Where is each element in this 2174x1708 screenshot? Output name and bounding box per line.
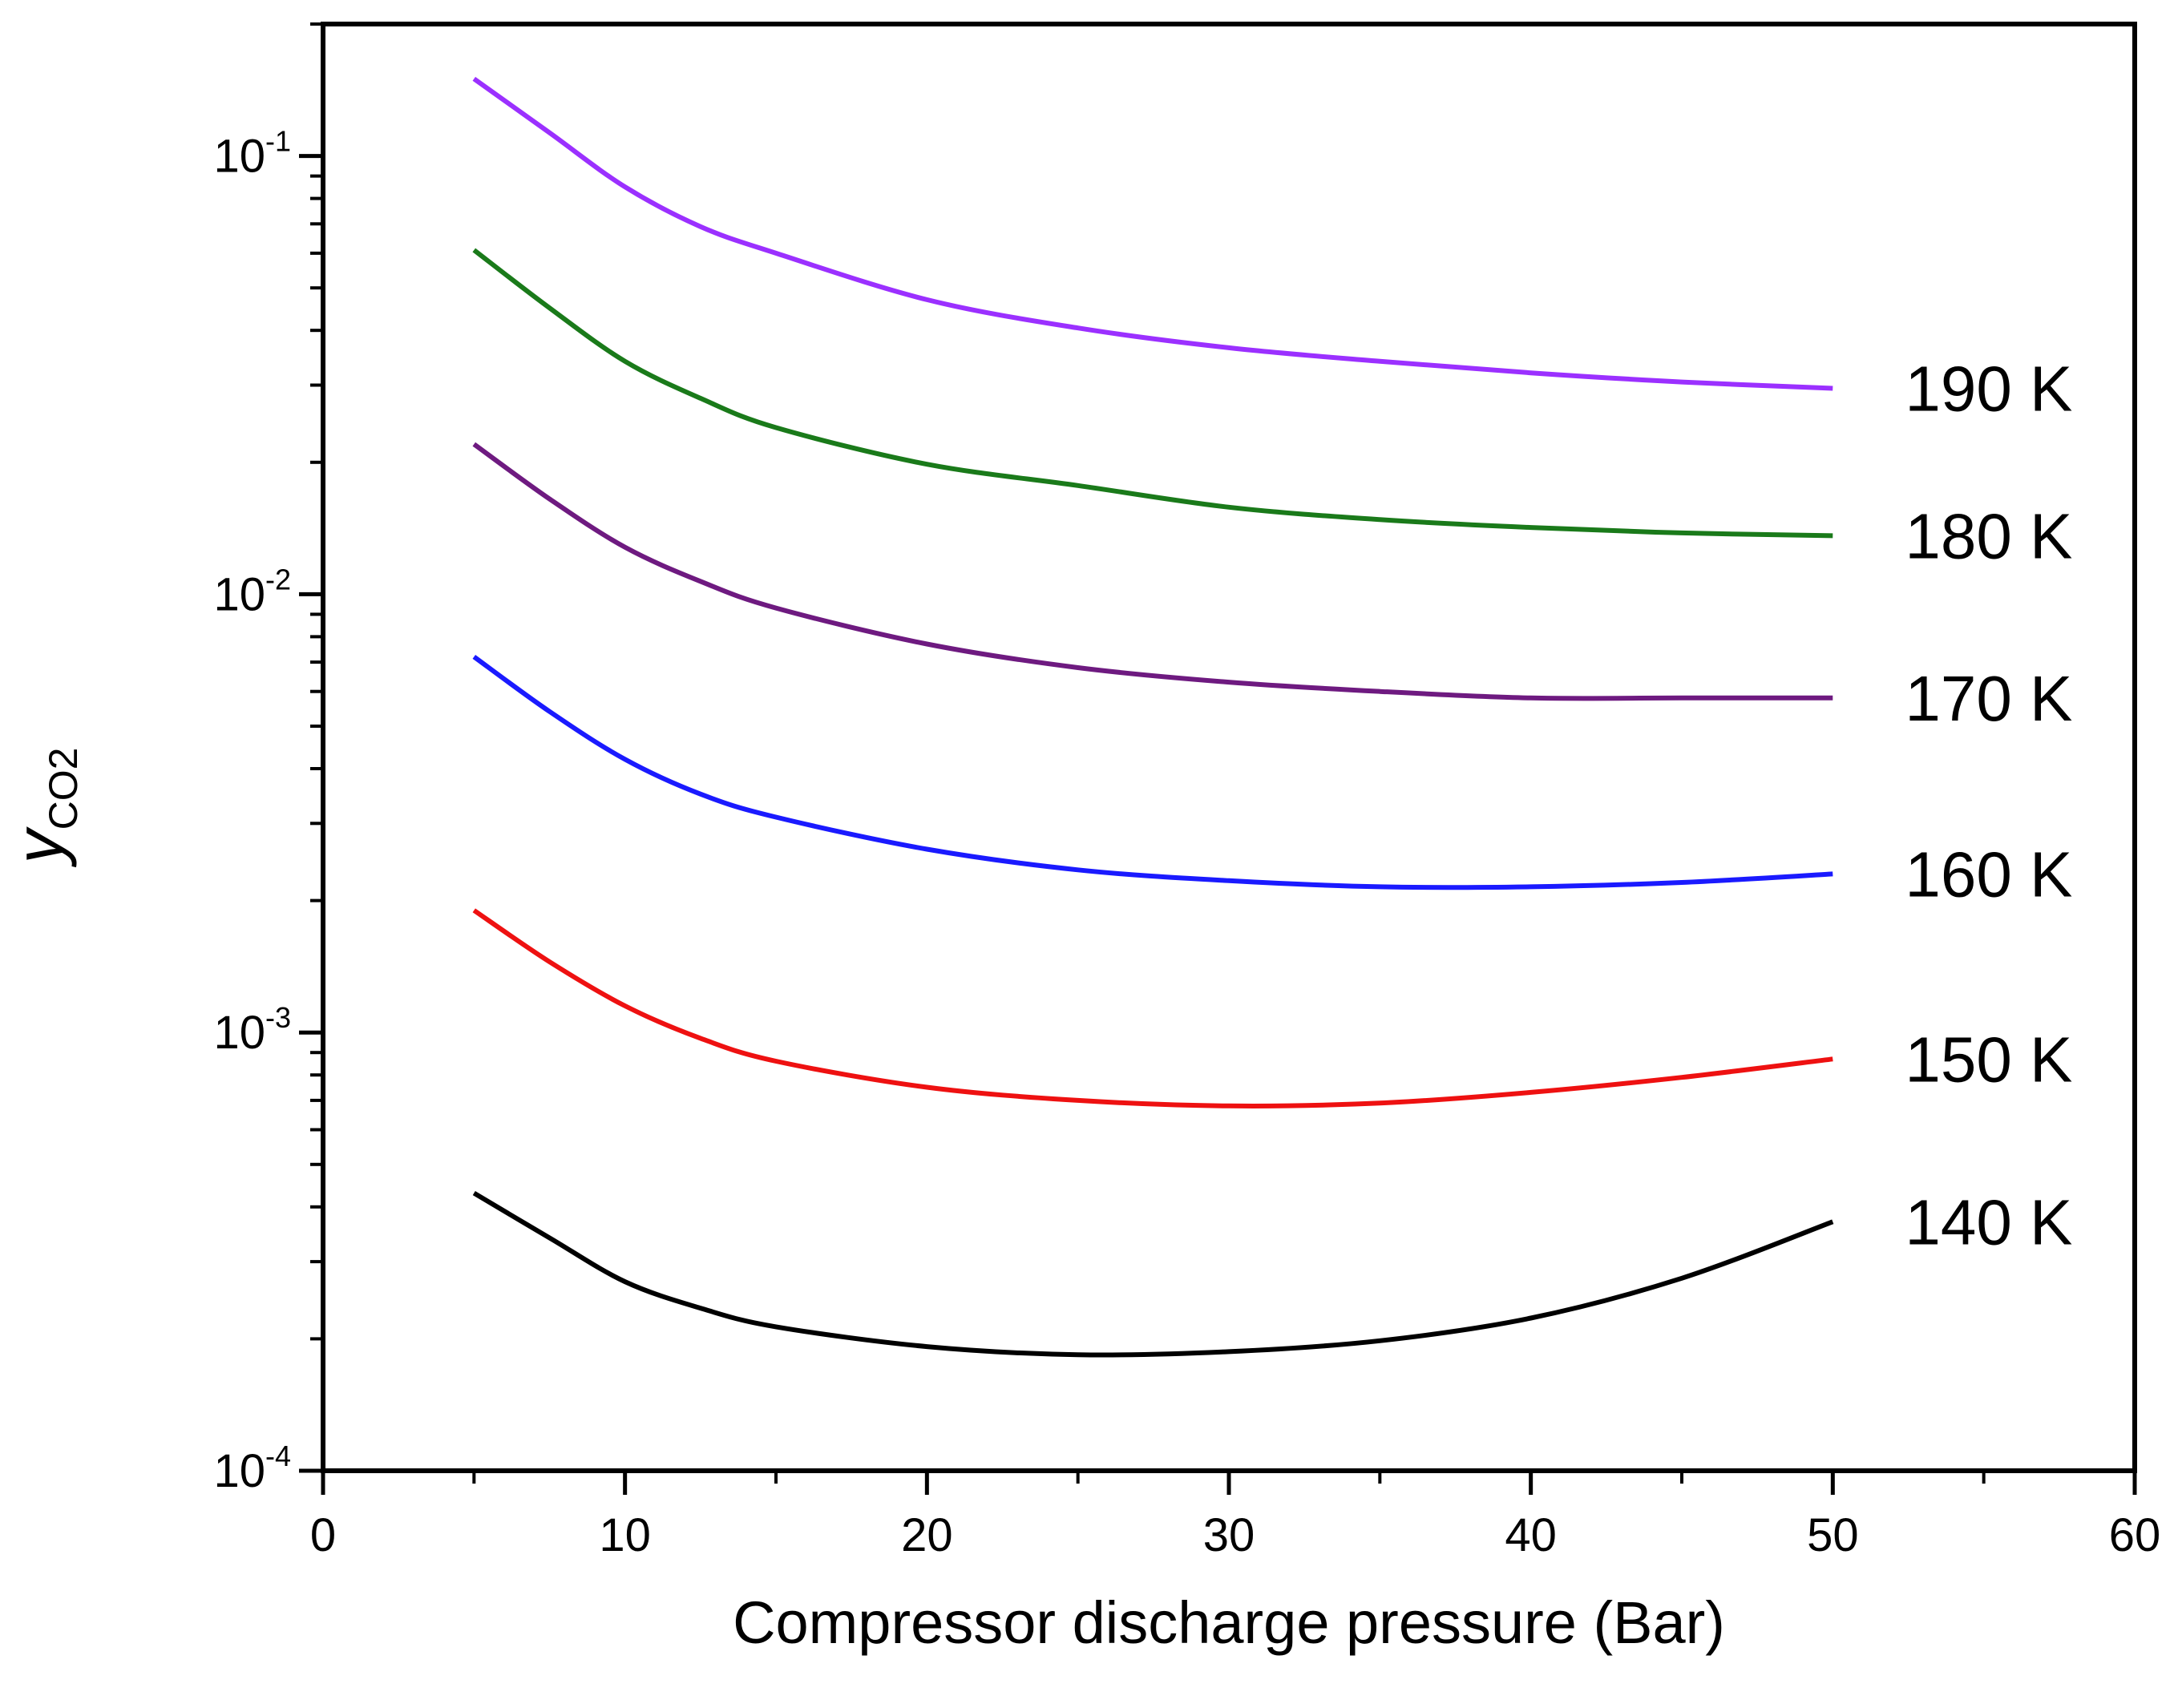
y-ticks: 10-4 10-3 10-2 10-1	[213, 125, 323, 1497]
x-tick-label: 20	[901, 1509, 953, 1561]
x-tick-label: 30	[1203, 1509, 1255, 1561]
series-label-180k: 180 K	[1905, 500, 2072, 571]
series-label-190k: 190 K	[1905, 353, 2072, 425]
series-line-180k	[472, 248, 1833, 539]
x-tick-label: 60	[2109, 1509, 2161, 1561]
series-line-190k	[472, 76, 1833, 391]
x-tick-label: 10	[599, 1509, 651, 1561]
series-line-140k	[472, 1191, 1834, 1358]
series-label-170k: 170 K	[1905, 663, 2072, 734]
svg-text:yCO2: yCO2	[2, 748, 86, 868]
y-axis-title-sub: CO2	[41, 748, 86, 830]
series-line-150k	[472, 908, 1833, 1108]
y-tick-label: 10-4	[213, 1439, 291, 1497]
x-ticks: 0 10 20 30 40 50 60	[310, 1471, 2160, 1561]
series-label-160k: 160 K	[1905, 838, 2072, 910]
x-axis-title: Compressor discharge pressure (Bar)	[733, 1589, 1725, 1656]
series-labels: 190 K 180 K 170 K 160 K 150 K 140 K	[1905, 353, 2072, 1258]
series-line-160k	[472, 654, 1833, 890]
series-line-170k	[472, 442, 1833, 701]
series-label-140k: 140 K	[1905, 1186, 2072, 1258]
y-tick-label: 10-1	[213, 125, 291, 183]
x-tick-label: 40	[1505, 1509, 1557, 1561]
x-tick-label: 50	[1807, 1509, 1859, 1561]
y-minor-ticks	[310, 22, 323, 1341]
y-tick-label: 10-2	[213, 563, 291, 620]
y-axis-title-main: y	[2, 826, 77, 867]
series-lines	[472, 76, 1834, 1358]
plot-frame	[321, 22, 2137, 1473]
y-tick-label: 10-3	[213, 1001, 291, 1059]
y-axis-title: yCO2	[2, 748, 86, 868]
series-label-150k: 150 K	[1905, 1024, 2072, 1095]
x-tick-label: 0	[310, 1509, 336, 1561]
plot-area-border	[321, 22, 2137, 1473]
